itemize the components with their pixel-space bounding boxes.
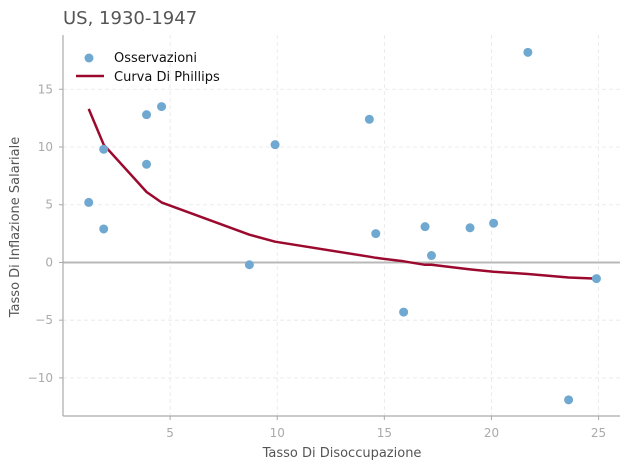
x-tick-label: 5 (166, 426, 174, 440)
data-point (420, 222, 430, 232)
axes: 5 10 15 20 25 −10 −5 0 5 10 15 (28, 35, 620, 440)
y-tick-label: 5 (45, 198, 53, 212)
data-point (489, 218, 499, 228)
x-tick-label: 15 (377, 426, 392, 440)
data-point (591, 274, 601, 284)
legend-label-line: Curva Di Phillips (114, 70, 220, 85)
series-line-layer (87, 108, 597, 280)
y-tick-label: −5 (35, 313, 53, 327)
data-point (399, 307, 409, 317)
data-point (371, 229, 381, 239)
data-point (157, 102, 167, 112)
x-axis-label: Tasso Di Disoccupazione (262, 446, 422, 461)
phillips-curve-line (87, 108, 597, 280)
legend-marker-scatter (84, 53, 94, 63)
data-point (564, 395, 574, 405)
data-point (244, 260, 254, 270)
legend: Osservazioni Curva Di Phillips (76, 51, 220, 85)
data-point (142, 159, 152, 169)
grid (63, 35, 620, 416)
y-tick-label: 0 (45, 255, 53, 269)
data-point (142, 110, 152, 120)
data-point (270, 140, 280, 150)
legend-label-scatter: Osservazioni (114, 51, 197, 66)
data-point (364, 114, 374, 124)
data-point (99, 224, 109, 234)
y-axis-label: Tasso Di Inflazione Salariale (8, 137, 23, 318)
data-point (426, 251, 436, 261)
data-point (523, 47, 533, 57)
x-tick-label: 10 (270, 426, 285, 440)
x-tick-label: 20 (484, 426, 499, 440)
data-point (99, 144, 109, 154)
data-point (84, 197, 94, 207)
y-tick-label: 10 (38, 140, 53, 154)
data-point (465, 223, 475, 233)
y-tick-label: 15 (38, 82, 53, 96)
chart-title: US, 1930-1947 (63, 8, 197, 29)
y-tick-label: −10 (28, 371, 53, 385)
x-tick-label: 25 (591, 426, 606, 440)
series-point-layer (84, 47, 601, 405)
